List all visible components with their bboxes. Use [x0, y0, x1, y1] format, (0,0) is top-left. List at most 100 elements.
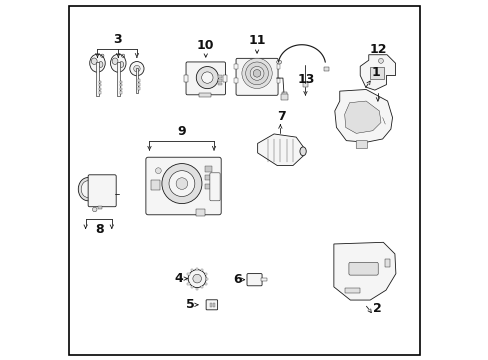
Text: 6: 6: [232, 273, 241, 286]
Bar: [276, 78, 280, 83]
FancyBboxPatch shape: [236, 58, 278, 95]
Ellipse shape: [91, 58, 97, 64]
Ellipse shape: [299, 147, 305, 156]
Bar: [210, 303, 211, 307]
Bar: [187, 273, 189, 275]
Polygon shape: [333, 242, 395, 300]
Ellipse shape: [78, 177, 98, 201]
Bar: [218, 75, 222, 78]
Bar: [191, 286, 193, 288]
Text: 10: 10: [197, 39, 214, 51]
Bar: [218, 83, 222, 85]
Text: 9: 9: [177, 125, 185, 138]
Circle shape: [92, 207, 97, 212]
FancyBboxPatch shape: [185, 62, 225, 95]
Bar: [99, 84, 101, 86]
Bar: [99, 91, 101, 94]
FancyBboxPatch shape: [348, 262, 377, 275]
Polygon shape: [257, 134, 303, 166]
Bar: [206, 278, 208, 280]
Ellipse shape: [119, 62, 123, 67]
FancyBboxPatch shape: [355, 140, 367, 149]
Text: 4: 4: [174, 272, 183, 285]
Ellipse shape: [110, 54, 126, 72]
Bar: [212, 303, 214, 307]
Polygon shape: [344, 101, 380, 133]
Text: 2: 2: [372, 302, 381, 315]
Bar: [138, 84, 140, 86]
Text: 12: 12: [368, 43, 386, 56]
Bar: [119, 91, 122, 94]
Bar: [191, 269, 193, 271]
Bar: [384, 259, 389, 267]
Bar: [184, 75, 188, 82]
FancyBboxPatch shape: [145, 157, 221, 215]
Text: 8: 8: [96, 223, 104, 236]
Bar: [119, 81, 122, 83]
Bar: [185, 278, 188, 280]
Bar: [119, 84, 122, 86]
Ellipse shape: [98, 62, 103, 67]
Bar: [234, 78, 238, 83]
Circle shape: [169, 171, 194, 197]
Bar: [218, 79, 222, 82]
Text: 1: 1: [371, 66, 380, 79]
Polygon shape: [334, 90, 392, 142]
Bar: [345, 288, 360, 293]
Bar: [201, 286, 203, 288]
Text: 5: 5: [186, 298, 195, 311]
Ellipse shape: [276, 60, 281, 64]
Circle shape: [133, 66, 140, 72]
Bar: [138, 79, 140, 82]
Bar: [119, 88, 122, 90]
Bar: [261, 278, 266, 282]
Circle shape: [201, 72, 213, 83]
Text: 7: 7: [276, 110, 285, 123]
Polygon shape: [360, 55, 395, 90]
Circle shape: [245, 62, 268, 85]
Bar: [196, 210, 205, 216]
FancyBboxPatch shape: [88, 175, 116, 207]
Ellipse shape: [112, 58, 118, 64]
Bar: [201, 269, 203, 271]
Circle shape: [129, 62, 144, 76]
Bar: [281, 92, 287, 95]
Circle shape: [242, 58, 272, 89]
Bar: [204, 166, 211, 172]
Bar: [117, 62, 119, 96]
Bar: [98, 206, 102, 210]
Bar: [204, 283, 206, 285]
Ellipse shape: [81, 181, 95, 198]
Circle shape: [249, 66, 264, 80]
Bar: [204, 175, 211, 180]
Circle shape: [155, 168, 161, 174]
Circle shape: [253, 69, 260, 77]
Circle shape: [378, 58, 383, 63]
Circle shape: [196, 67, 218, 89]
Bar: [204, 273, 206, 275]
Bar: [138, 87, 140, 90]
Bar: [199, 93, 210, 98]
Bar: [96, 62, 99, 96]
Ellipse shape: [89, 54, 105, 72]
FancyBboxPatch shape: [246, 274, 262, 286]
Bar: [136, 68, 138, 93]
Bar: [196, 288, 198, 290]
Bar: [196, 267, 198, 270]
Circle shape: [188, 270, 206, 288]
FancyBboxPatch shape: [206, 300, 217, 310]
Circle shape: [162, 163, 202, 204]
Bar: [234, 64, 238, 69]
Bar: [99, 88, 101, 90]
Bar: [187, 283, 189, 285]
FancyBboxPatch shape: [209, 173, 220, 201]
Bar: [223, 75, 227, 82]
Bar: [204, 184, 211, 189]
Bar: [276, 64, 280, 69]
Text: 3: 3: [113, 32, 121, 45]
Bar: [324, 67, 328, 71]
Bar: [280, 94, 287, 100]
Text: 13: 13: [297, 73, 314, 86]
Circle shape: [176, 178, 187, 189]
Bar: [99, 81, 101, 83]
